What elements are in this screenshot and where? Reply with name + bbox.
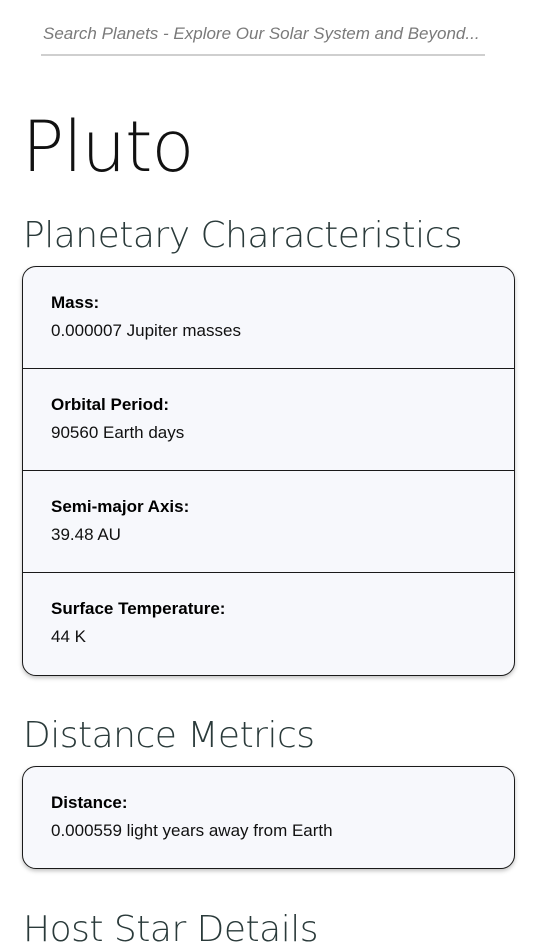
page-title: Pluto: [22, 106, 194, 188]
distance-value: 0.000559 light years away from Earth: [51, 821, 333, 840]
section-title-host-star-details: Host Star Details: [23, 909, 319, 950]
characteristic-label: Orbital Period:: [51, 395, 170, 414]
characteristic-label: Surface Temperature:: [51, 599, 226, 618]
search-bar: [41, 18, 485, 56]
characteristics-card: Mass: 0.000007 Jupiter masses Orbital Pe…: [22, 266, 515, 676]
characteristic-value: 39.48 AU: [51, 525, 121, 544]
characteristic-row-mass: Mass: 0.000007 Jupiter masses: [23, 267, 514, 369]
characteristic-row-orbital-period: Orbital Period: 90560 Earth days: [23, 369, 514, 471]
section-title-planetary-characteristics: Planetary Characteristics: [23, 215, 463, 256]
characteristic-label: Semi-major Axis:: [51, 497, 190, 516]
distance-card: Distance: 0.000559 light years away from…: [22, 766, 515, 869]
characteristic-row-surface-temperature: Surface Temperature: 44 K: [23, 573, 514, 675]
characteristic-value: 90560 Earth days: [51, 423, 185, 442]
characteristic-label: Mass:: [51, 293, 100, 312]
search-input[interactable]: [41, 18, 485, 50]
characteristic-value: 0.000007 Jupiter masses: [51, 321, 241, 340]
distance-label: Distance:: [51, 793, 128, 812]
distance-row: Distance: 0.000559 light years away from…: [23, 767, 514, 868]
characteristic-row-semi-major-axis: Semi-major Axis: 39.48 AU: [23, 471, 514, 573]
characteristic-value: 44 K: [51, 627, 86, 646]
section-title-distance-metrics: Distance Metrics: [23, 715, 315, 756]
